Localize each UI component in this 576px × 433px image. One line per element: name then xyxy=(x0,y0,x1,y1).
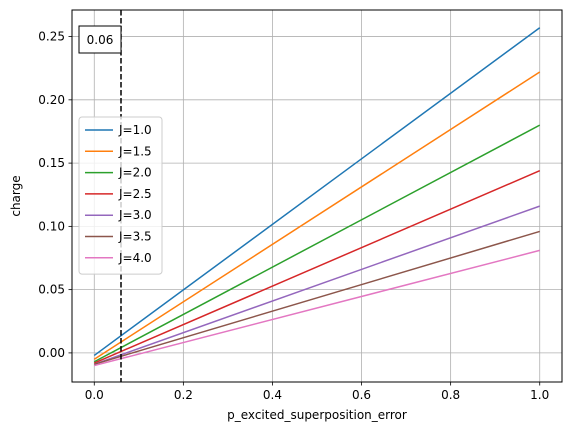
series-line xyxy=(94,249,540,367)
x-tick-label: 0.8 xyxy=(441,388,460,402)
legend-entry: J=3.0 xyxy=(118,208,152,222)
legend-entry: J=4.0 xyxy=(118,251,152,265)
x-axis-label: p_excited_superposition_error xyxy=(227,408,407,422)
series-line xyxy=(93,124,541,363)
series-line xyxy=(93,71,541,360)
legend-entry: J=3.5 xyxy=(118,230,152,244)
series-line xyxy=(94,205,540,365)
legend-entry: J=2.0 xyxy=(118,166,152,180)
series-line xyxy=(93,27,541,357)
legend-frame xyxy=(78,116,163,275)
x-tick-label: 0.2 xyxy=(174,388,193,402)
y-tick-label: 0.25 xyxy=(38,30,65,44)
x-tick-label: 0.4 xyxy=(263,388,282,402)
y-axis-label: charge xyxy=(9,175,23,216)
series-line xyxy=(93,170,541,364)
annotation-box: 0.06 xyxy=(78,25,122,54)
annotation-frame xyxy=(78,25,122,54)
legend-entry: J=1.5 xyxy=(118,144,152,158)
annotation-text: 0.06 xyxy=(87,33,114,47)
y-tick-label: 0.15 xyxy=(38,156,65,170)
y-tick-label: 0.10 xyxy=(38,219,65,233)
x-tick-label: 1.0 xyxy=(530,388,549,402)
series-line xyxy=(94,230,540,366)
series-lines xyxy=(93,27,541,367)
y-tick-label: 0.00 xyxy=(38,346,65,360)
axis-ticks: 0.0 0.2 0.4 0.6 0.8 1.0 0.00 0.05 0.10 0.15 0.20 0.… xyxy=(38,30,549,402)
x-tick-label: 0.6 xyxy=(352,388,371,402)
legend-entry: J=2.5 xyxy=(118,187,152,201)
y-tick-label: 0.05 xyxy=(38,283,65,297)
legend-entry: J=1.0 xyxy=(118,123,152,137)
legend: J=1.0 J=1.5 J=2.0 J=2.5 J=3.0 J=3.5 J=4.0 xyxy=(78,116,163,275)
x-tick-label: 0.0 xyxy=(85,388,104,402)
y-tick-label: 0.20 xyxy=(38,93,65,107)
plot-frame xyxy=(71,9,563,383)
